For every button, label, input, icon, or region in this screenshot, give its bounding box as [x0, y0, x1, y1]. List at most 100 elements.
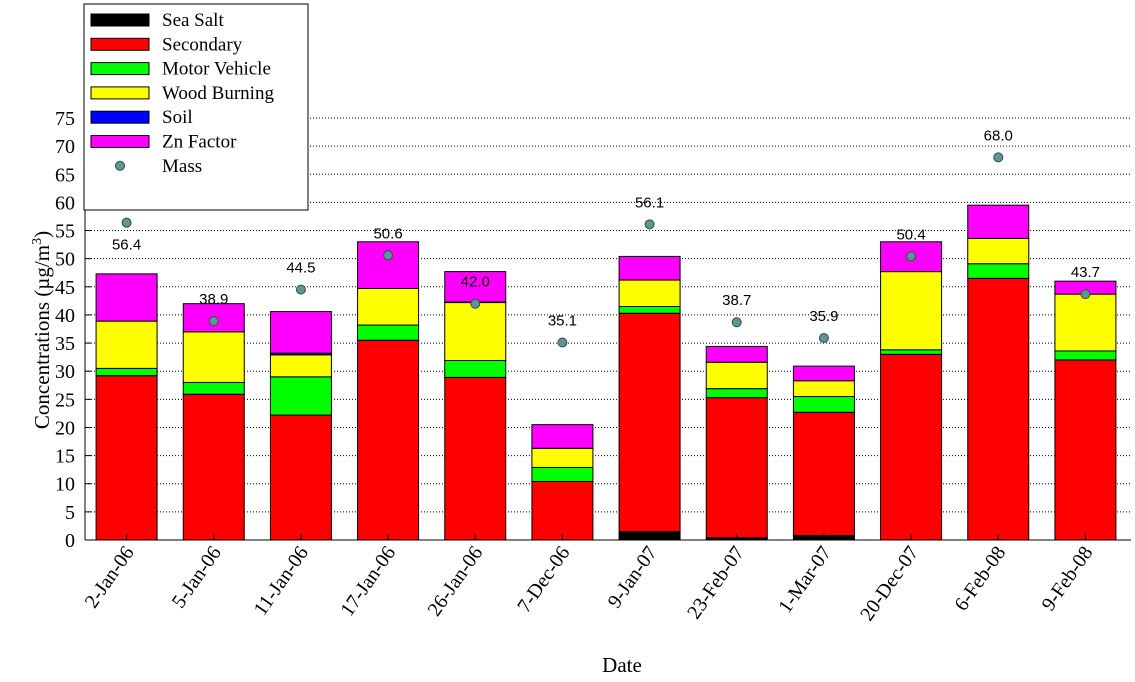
- mass-point: [906, 251, 917, 262]
- bar-segment-motor-vehicle: [269, 376, 332, 416]
- bar-segment-secondary: [357, 339, 420, 541]
- y-tick-label: 10: [55, 474, 75, 496]
- bar-segment-wood-burning: [269, 354, 332, 378]
- bar-segment-secondary: [269, 414, 332, 541]
- y-tick-label: 70: [55, 136, 75, 158]
- mass-point: [470, 298, 481, 309]
- x-tick-label: 1-Mar-07: [774, 542, 836, 617]
- bar-segment-motor-vehicle: [531, 466, 594, 482]
- y-tick-label: 0: [65, 530, 75, 552]
- x-tick-label: 9-Feb-08: [1037, 542, 1097, 615]
- legend-label: Motor Vehicle: [162, 59, 271, 80]
- legend-swatch: [90, 62, 150, 76]
- y-tick-label: 40: [55, 305, 75, 327]
- y-tick-label: 50: [55, 249, 75, 271]
- bar-segment-wood-burning: [967, 237, 1030, 265]
- bar-segment-motor-vehicle: [705, 388, 768, 399]
- bar-segment-zn-factor: [357, 241, 420, 289]
- bar-segment-motor-vehicle: [357, 324, 420, 341]
- bar-segment-secondary: [967, 277, 1030, 541]
- bar-segment-secondary: [880, 353, 943, 541]
- mass-point: [818, 333, 829, 344]
- gridlines: [85, 117, 1131, 513]
- x-tick-label: 20-Dec-07: [856, 542, 923, 625]
- bar-segment-zn-factor: [705, 345, 768, 363]
- mass-value-label: 56.4: [112, 237, 141, 254]
- bar-segment-secondary: [444, 376, 507, 541]
- legend: Sea Salt Secondary Motor Vehicle Wood Burni…: [83, 3, 309, 211]
- mass-point: [208, 316, 219, 327]
- mass-point: [731, 317, 742, 328]
- x-tick-label: 2-Jan-06: [81, 542, 139, 612]
- bar-segment-motor-vehicle: [880, 349, 943, 355]
- bar-segment-motor-vehicle: [95, 367, 158, 377]
- mass-value-label: 35.1: [548, 313, 577, 330]
- bar-segment-wood-burning: [182, 331, 245, 383]
- mass-value-label: 42.0: [461, 274, 490, 291]
- y-axis-title-close: ): [30, 231, 54, 238]
- mass-point: [993, 152, 1004, 163]
- x-tick-label: 7-Dec-06: [513, 542, 574, 616]
- mass-point: [557, 337, 568, 348]
- mass-value-label: 68.0: [984, 127, 1013, 144]
- bar-segment-secondary: [618, 312, 681, 533]
- bars: [95, 204, 1117, 541]
- mass-point: [121, 217, 132, 228]
- bar-segment-secondary: [531, 480, 594, 541]
- y-tick-label: 60: [55, 192, 75, 214]
- bar-segment-wood-burning: [880, 271, 943, 351]
- legend-label: Wood Burning: [162, 83, 274, 104]
- y-tick-label: 5: [65, 502, 75, 524]
- legend-swatch: [90, 86, 150, 100]
- bar-segment-secondary: [705, 397, 768, 539]
- bar-segment-motor-vehicle: [618, 305, 681, 314]
- y-tick-label: 15: [55, 446, 75, 468]
- mass-point: [644, 219, 655, 230]
- mass-value-label: 50.6: [373, 225, 402, 242]
- y-tick-label: 75: [55, 108, 75, 130]
- bar-segment-motor-vehicle: [182, 381, 245, 395]
- bar-segment-wood-burning: [444, 302, 507, 362]
- bar-segment-secondary: [1054, 359, 1117, 541]
- y-axis-title-main: Concentrations (µg/m: [30, 245, 54, 429]
- y-tick-label: 20: [55, 417, 75, 439]
- bar-segment-motor-vehicle: [967, 263, 1030, 279]
- y-tick-label: 30: [55, 361, 75, 383]
- bar-segment-wood-burning: [618, 279, 681, 307]
- bar-segment-zn-factor: [792, 365, 855, 382]
- legend-swatch: [90, 135, 150, 148]
- bar-segment-zn-factor: [618, 255, 681, 281]
- legend-label: Zn Factor: [162, 132, 237, 153]
- bar-segment-wood-burning: [705, 361, 768, 390]
- bar-segment-wood-burning: [357, 287, 420, 326]
- x-tick-label: 23-Feb-07: [683, 542, 749, 623]
- mass-point: [383, 250, 394, 261]
- legend-marker-mass: [115, 160, 125, 171]
- bar-segment-wood-burning: [531, 447, 594, 468]
- legend-label: Secondary: [162, 34, 243, 55]
- x-tick-label: 6-Feb-08: [950, 542, 1010, 615]
- legend-label: Soil: [162, 107, 193, 128]
- y-tick-label: 55: [55, 221, 75, 243]
- mass-value-label: 44.5: [286, 260, 315, 277]
- mass-value-label: 35.9: [809, 308, 838, 325]
- bar-segment-wood-burning: [1054, 293, 1117, 352]
- mass-points: 56.4 38.9 44.5 50.6 42.0 35.1 56.1 38.7 35.9 50.4…: [112, 127, 1100, 348]
- x-tick-label: 26-Jan-06: [423, 542, 487, 620]
- legend-swatch: [90, 37, 150, 51]
- mass-point: [295, 284, 306, 295]
- bar-segment-motor-vehicle: [1054, 350, 1117, 361]
- mass-value-label: 50.4: [896, 226, 925, 243]
- bar-segment-zn-factor: [95, 273, 158, 322]
- bar-segment-secondary: [792, 411, 855, 536]
- x-tick-label: 9-Jan-07: [604, 542, 662, 612]
- bar-segment-secondary: [182, 393, 245, 541]
- legend-label: Sea Salt: [162, 10, 224, 31]
- y-tick-label: 45: [55, 277, 75, 299]
- mass-point: [1080, 289, 1091, 300]
- y-axis-title-sup: 3: [30, 238, 45, 245]
- y-tick-label: 25: [55, 389, 75, 411]
- y-tick-label: 65: [55, 164, 75, 186]
- legend-label: Mass: [162, 156, 202, 177]
